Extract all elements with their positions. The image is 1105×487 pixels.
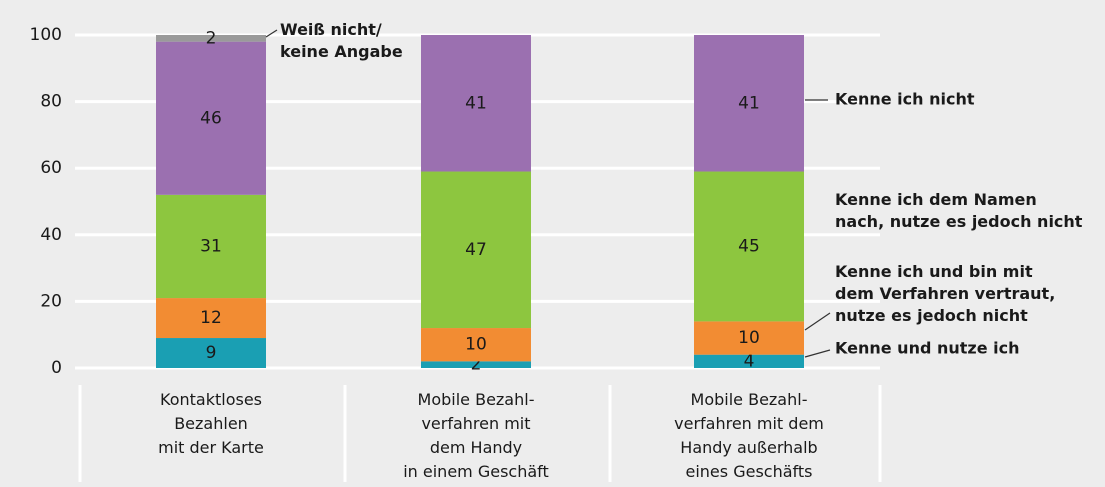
bar-segment: [156, 41, 266, 195]
value-label: 46: [200, 108, 222, 128]
bar-segment: [156, 35, 266, 42]
value-label: 47: [465, 240, 487, 260]
y-tick-label: 40: [40, 225, 62, 245]
x-tick-label: Kontaktloses Bezahlen mit der Karte: [158, 390, 264, 457]
y-tick-label: 80: [40, 92, 62, 112]
legend-label: Kenne ich nicht: [835, 90, 975, 109]
y-tick-label: 20: [40, 291, 62, 311]
leader-line: [804, 312, 831, 331]
bar-segment: [421, 361, 531, 368]
bar-segment: [421, 35, 531, 172]
bar-segment: [694, 354, 804, 368]
bar-segment: [156, 194, 266, 299]
value-label: 12: [200, 308, 222, 328]
legend-label: Weiß nicht/keine Angabe: [280, 20, 403, 61]
legend-label: Kenne ich und bin mit dem Verfahren vertr…: [835, 262, 1055, 325]
bar-segment: [421, 328, 531, 362]
value-label: 4: [744, 351, 755, 371]
bar-segment: [694, 321, 804, 355]
legend-label: Kenne ich dem Namen nach, nutze es jedoch…: [835, 190, 1083, 231]
value-label: 41: [738, 93, 760, 113]
y-tick-label: 60: [40, 158, 62, 178]
value-label: 45: [738, 236, 760, 256]
bar-segment: [156, 338, 266, 368]
bar-segment: [156, 298, 266, 339]
leader-line: [265, 29, 278, 38]
x-tick-label: Mobile Bezahl-verfahren mit dem Handy in e…: [403, 390, 549, 481]
value-label: 2: [206, 28, 217, 48]
value-label: 41: [465, 93, 487, 113]
y-tick-label: 0: [51, 358, 62, 378]
value-label: 10: [465, 335, 487, 355]
bar-segment: [694, 35, 804, 172]
y-tick-label: 100: [30, 25, 62, 45]
leader-line: [804, 349, 831, 358]
legend-label: Kenne und nutze ich: [835, 339, 1020, 358]
value-label: 10: [738, 328, 760, 348]
bar-segment: [694, 171, 804, 322]
x-tick-label: Mobile Bezahl-verfahren mit dem Handy auß…: [674, 390, 824, 481]
value-label: 2: [471, 355, 482, 375]
value-label: 31: [200, 236, 222, 256]
value-label: 9: [206, 343, 217, 363]
bar-segment: [421, 171, 531, 329]
